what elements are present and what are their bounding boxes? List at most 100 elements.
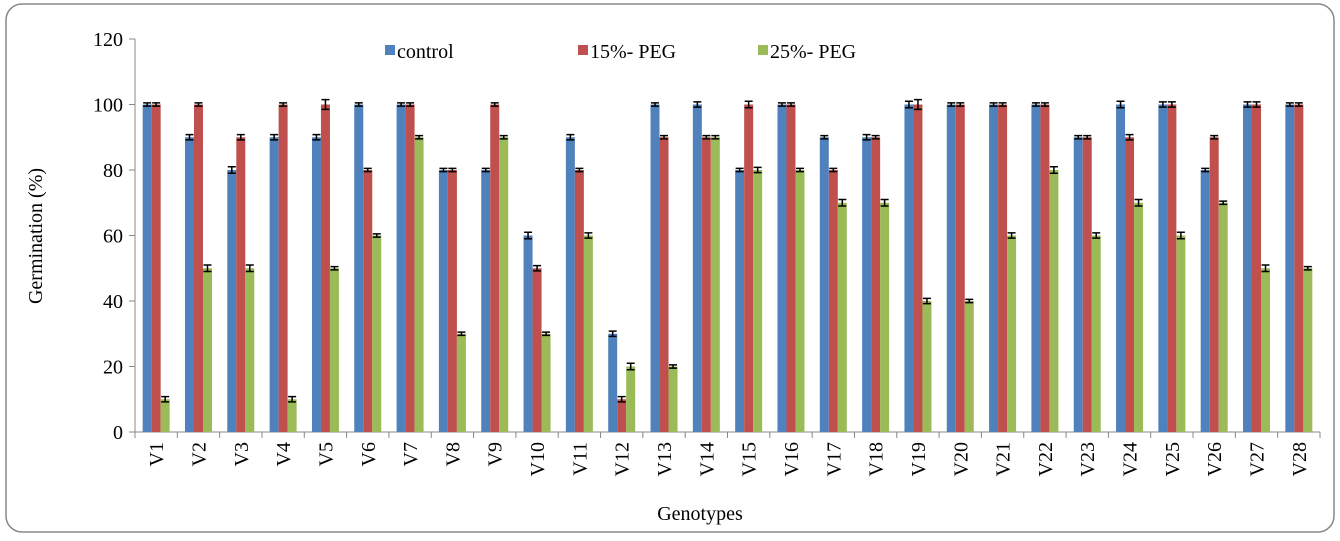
bar <box>608 333 618 432</box>
bar <box>372 235 382 432</box>
bar <box>1082 137 1092 432</box>
error-bar <box>397 102 406 107</box>
bar <box>541 333 551 432</box>
bar <box>583 235 593 432</box>
error-bar <box>1201 167 1210 173</box>
bar <box>617 399 627 432</box>
x-tick-label: V12 <box>612 442 634 476</box>
error-bar <box>1074 134 1083 140</box>
bar <box>786 104 796 432</box>
error-bar <box>288 395 297 403</box>
error-bar <box>490 102 499 107</box>
error-bar <box>1252 101 1261 108</box>
legend-swatch <box>385 45 395 55</box>
bar <box>269 137 279 432</box>
bar <box>363 170 373 432</box>
x-tick-label: V9 <box>485 442 507 466</box>
error-bar <box>1176 231 1185 240</box>
error-bar <box>735 167 744 173</box>
bar <box>828 170 838 432</box>
bar <box>227 170 237 432</box>
error-bar <box>203 264 212 273</box>
error-bar <box>1210 134 1219 140</box>
error-bar <box>236 133 245 141</box>
bar <box>565 137 575 432</box>
error-bar <box>1294 102 1303 107</box>
bar <box>744 104 754 432</box>
y-axis-title: Germination (%) <box>25 168 47 304</box>
x-tick-label: V7 <box>400 442 422 466</box>
bar <box>795 170 805 432</box>
bar <box>922 301 932 432</box>
bar <box>1158 104 1168 432</box>
x-tick-label: V13 <box>654 442 676 476</box>
bar <box>1049 170 1059 432</box>
error-bar <box>651 102 660 107</box>
x-tick-label: V4 <box>273 442 295 466</box>
bar <box>710 137 720 432</box>
bar <box>202 268 212 432</box>
bar <box>193 104 203 432</box>
bar <box>532 268 542 432</box>
error-bar <box>956 102 965 107</box>
x-tick-label: V8 <box>442 442 464 466</box>
x-tick-label: V23 <box>1077 442 1099 476</box>
bar <box>650 104 660 432</box>
error-bar <box>660 134 669 140</box>
bar <box>964 301 974 432</box>
x-tick-label: V6 <box>358 442 380 466</box>
error-bar <box>608 330 617 338</box>
error-bar <box>161 395 170 403</box>
error-bar <box>1049 165 1058 175</box>
bar <box>1167 104 1177 432</box>
error-bar <box>744 100 753 109</box>
y-tick-label: 100 <box>93 95 123 117</box>
error-bar <box>533 264 542 272</box>
error-bar <box>1285 102 1294 107</box>
bar <box>329 268 339 432</box>
y-tick-label: 0 <box>113 422 123 444</box>
bar <box>1125 137 1135 432</box>
bar <box>1134 202 1144 432</box>
bar <box>354 104 364 432</box>
error-bar <box>1083 134 1092 140</box>
error-bar <box>777 102 786 107</box>
bar <box>837 202 847 432</box>
error-bar <box>448 167 457 173</box>
bar <box>447 170 457 432</box>
error-bar <box>566 133 575 141</box>
error-bar <box>584 232 593 239</box>
bar <box>626 366 636 432</box>
x-tick-label: V5 <box>315 442 337 466</box>
error-bar <box>575 167 584 173</box>
error-bar <box>457 331 466 337</box>
error-bar <box>965 298 974 304</box>
error-bar <box>1261 264 1270 273</box>
bar <box>862 137 872 432</box>
bar <box>753 170 763 432</box>
legend-swatch <box>578 45 588 55</box>
error-bar <box>838 198 847 207</box>
error-bar <box>669 364 678 369</box>
bar <box>287 399 297 432</box>
x-axis-title: Genotypes <box>657 503 743 525</box>
bar <box>438 170 448 432</box>
bar <box>320 104 330 432</box>
x-tick-label: V16 <box>781 442 803 476</box>
legend-label: 15%- PEG <box>590 41 676 63</box>
x-tick-label: V17 <box>823 442 845 476</box>
legend-swatch <box>758 45 768 55</box>
bar <box>1218 202 1228 432</box>
error-bar <box>406 102 415 107</box>
bar <box>490 104 500 432</box>
error-bar <box>372 233 381 238</box>
bar <box>735 170 745 432</box>
error-bar <box>693 101 702 108</box>
error-bar <box>415 134 424 140</box>
bar <box>946 104 956 432</box>
x-tick-label: V11 <box>569 442 591 476</box>
bar <box>1040 104 1050 432</box>
bar <box>160 399 170 432</box>
bar <box>777 104 787 432</box>
bar <box>998 104 1008 432</box>
